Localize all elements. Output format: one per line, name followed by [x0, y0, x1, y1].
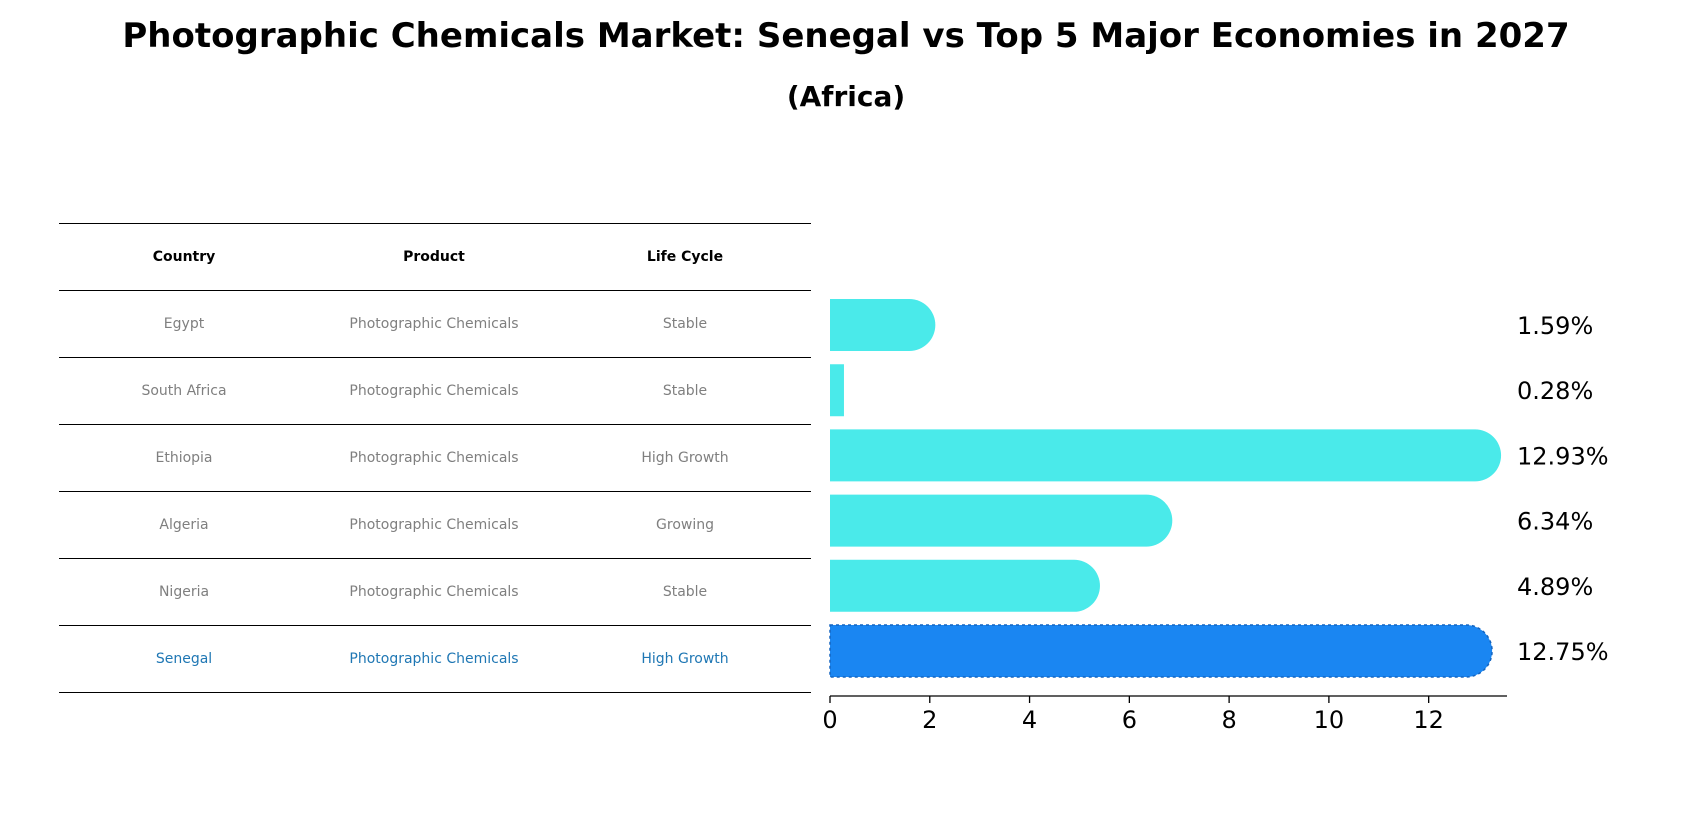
cell-life-cycle: Growing [656, 517, 714, 533]
x-tick-label: 12 [1413, 706, 1444, 734]
cell-product: Photographic Chemicals [349, 584, 519, 600]
chart-subtitle: (Africa) [786, 80, 906, 113]
x-tick-label: 2 [922, 706, 937, 734]
cell-life-cycle: High Growth [641, 450, 729, 466]
cell-country: Nigeria [158, 584, 210, 600]
x-tick-label: 10 [1314, 706, 1345, 734]
chart-title: Photographic Chemicals Market: Senegal v… [122, 16, 1570, 56]
table-row: Nigeria Photographic Chemicals Stable [59, 558, 811, 625]
header-life-cycle: Life Cycle [646, 249, 724, 265]
x-tick-label: 8 [1221, 706, 1236, 734]
bar-senegal [829, 624, 1493, 678]
value-label: 0.28% [1517, 377, 1593, 405]
x-tick-label: 4 [1022, 706, 1037, 734]
bar-algeria [830, 494, 1173, 547]
cell-life-cycle: Stable [662, 584, 708, 600]
data-table: Country Product Life Cycle Egypt Photogr… [59, 223, 811, 693]
value-label: 1.59% [1517, 312, 1593, 340]
bar-ethiopia [830, 429, 1502, 482]
cell-country: Algeria [159, 517, 209, 533]
header-product: Product [403, 249, 465, 265]
cell-life-cycle: Stable [662, 316, 708, 332]
bar-egypt [830, 299, 936, 351]
cell-product: Photographic Chemicals [349, 316, 519, 332]
cell-country: South Africa [141, 383, 227, 399]
cell-product: Photographic Chemicals [349, 383, 519, 399]
x-tick-label: 6 [1122, 706, 1137, 734]
cell-product: Photographic Chemicals [349, 651, 519, 667]
table-header-row: Country Product Life Cycle [59, 223, 811, 290]
table-row: Algeria Photographic Chemicals Growing [59, 491, 811, 558]
cell-country: Ethiopia [155, 450, 213, 466]
bar-nigeria [830, 559, 1100, 612]
cell-country: Senegal [155, 651, 213, 667]
x-tick-label: 0 [822, 706, 837, 734]
cell-product: Photographic Chemicals [349, 450, 519, 466]
value-label: 4.89% [1517, 573, 1593, 601]
cell-product: Photographic Chemicals [349, 517, 519, 533]
table-row: Egypt Photographic Chemicals Stable [59, 290, 811, 357]
value-label: 12.93% [1517, 442, 1609, 470]
value-label: 6.34% [1517, 508, 1593, 536]
table-row-highlight: Senegal Photographic Chemicals High Grow… [59, 625, 811, 693]
table-row: Ethiopia Photographic Chemicals High Gro… [59, 424, 811, 491]
bar-south-africa [830, 364, 844, 417]
cell-life-cycle: Stable [662, 383, 708, 399]
cell-life-cycle: High Growth [641, 651, 729, 667]
table-row: South Africa Photographic Chemicals Stab… [59, 357, 811, 424]
header-country: Country [152, 249, 216, 265]
cell-country: Egypt [163, 316, 205, 332]
value-label: 12.75% [1517, 638, 1609, 666]
